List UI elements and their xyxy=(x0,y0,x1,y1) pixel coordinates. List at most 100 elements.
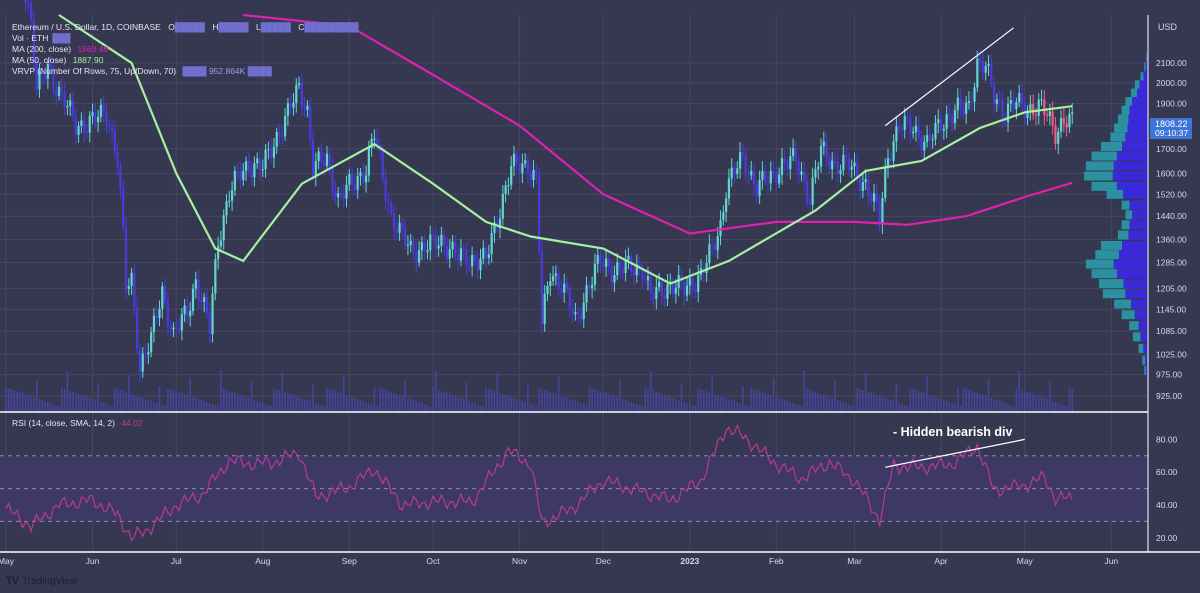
candle-body xyxy=(320,151,323,163)
candle-body xyxy=(258,158,262,171)
volume-bar xyxy=(189,378,192,412)
candle-body xyxy=(406,245,410,247)
volume-bar xyxy=(167,388,169,412)
volume-bar xyxy=(725,398,727,412)
candle-body xyxy=(244,161,248,171)
candle-body xyxy=(962,106,965,114)
volume-bar xyxy=(1015,388,1018,412)
volume-bar xyxy=(1001,402,1004,412)
candle-body xyxy=(91,112,94,116)
candle-body xyxy=(465,249,468,267)
legend-vrvp-row: VRVP (Number Of Rows, 75, Up/Down, 70) █… xyxy=(12,66,272,76)
candle-body xyxy=(596,255,599,264)
candle-body xyxy=(649,276,652,293)
candle-body xyxy=(166,301,169,326)
candle-body xyxy=(769,171,772,184)
vrvp-row-up xyxy=(1102,289,1126,299)
volume-bar xyxy=(781,399,783,412)
ma50-value: 1887.90 xyxy=(72,55,104,65)
volume-bar xyxy=(887,399,889,412)
volume-bar xyxy=(839,401,842,412)
price-tick-label: 1145.00 xyxy=(1156,304,1186,314)
candle-body xyxy=(543,293,546,324)
vrvp-row-down xyxy=(1146,52,1148,62)
candle-body xyxy=(144,353,147,355)
volume-bar xyxy=(560,396,563,412)
vrvp-row-down xyxy=(1128,114,1148,124)
candle-body xyxy=(41,71,44,76)
volume-bar xyxy=(407,398,409,412)
vrvp-row-down xyxy=(1143,343,1148,353)
candle-body xyxy=(124,228,128,290)
volume-bar xyxy=(208,403,211,412)
rsi-tick-label: 60.00 xyxy=(1156,467,1178,477)
volume-bar xyxy=(16,391,18,412)
volume-bar xyxy=(1032,394,1034,412)
candle-body xyxy=(607,258,610,268)
vrvp-row-up xyxy=(1100,240,1123,250)
volume-bar xyxy=(909,388,912,412)
candle-body xyxy=(267,149,270,151)
volume-bar xyxy=(248,398,250,412)
volume-bar xyxy=(35,380,38,412)
volume-bar xyxy=(446,393,448,412)
candle-body xyxy=(437,245,440,249)
time-tick-label: Sep xyxy=(342,556,357,566)
candle-body xyxy=(345,184,348,199)
volume-bar xyxy=(370,404,373,412)
volume-label: Vol · ETH xyxy=(12,33,49,43)
candle-body xyxy=(323,162,326,166)
candle-body xyxy=(613,275,616,283)
candle-body xyxy=(172,327,175,330)
vrvp-row-up xyxy=(1142,355,1146,365)
volume-bar xyxy=(739,403,741,412)
candle-body xyxy=(415,252,418,263)
legend-ma200-row: MA (200, close) 1563.48 xyxy=(12,44,108,54)
volume-bar xyxy=(842,402,845,412)
candle-body xyxy=(987,64,990,67)
candle-body xyxy=(925,135,929,142)
candle-body xyxy=(540,251,544,324)
candle-body xyxy=(646,276,650,281)
vrvp-row-up xyxy=(1085,161,1114,171)
candle-body xyxy=(599,255,602,264)
volume-bar xyxy=(529,404,532,412)
volume-bar xyxy=(169,389,172,412)
legend-rsi-row: RSI (14, close, SMA, 14, 2) 44.02 xyxy=(12,418,143,428)
candle-body xyxy=(591,284,594,289)
volume-bar xyxy=(633,403,635,412)
candle-body xyxy=(409,240,412,246)
candle-body xyxy=(981,61,985,73)
candle-body xyxy=(585,285,588,303)
volume-bar xyxy=(1035,395,1037,412)
time-tick-label: Feb xyxy=(769,556,784,566)
volume-bar xyxy=(496,374,499,412)
candle-body xyxy=(747,174,750,176)
candle-body xyxy=(814,169,817,178)
candle-body xyxy=(239,171,242,181)
candle-body xyxy=(716,235,719,251)
volume-bar xyxy=(892,401,895,412)
candle-body xyxy=(370,138,373,148)
vrvp-row-up xyxy=(1144,62,1146,72)
candle-body xyxy=(831,160,834,170)
volume-bar xyxy=(292,395,295,412)
candle-body xyxy=(766,181,770,184)
volume-bar xyxy=(510,397,512,412)
volume-bar xyxy=(261,403,264,412)
candle-body xyxy=(281,135,284,137)
volume-bar xyxy=(636,404,638,412)
volume-bar xyxy=(175,391,178,412)
volume-bar xyxy=(33,397,35,412)
volume-bar xyxy=(373,387,376,412)
volume-bar xyxy=(663,395,666,412)
candle-body xyxy=(161,286,164,309)
volume-bar xyxy=(616,397,619,412)
candle-body xyxy=(183,305,186,315)
volume-bar xyxy=(722,397,725,412)
candle-body xyxy=(468,266,471,268)
candle-body xyxy=(69,100,72,106)
candle-body xyxy=(471,255,474,267)
candle-body xyxy=(85,132,89,134)
